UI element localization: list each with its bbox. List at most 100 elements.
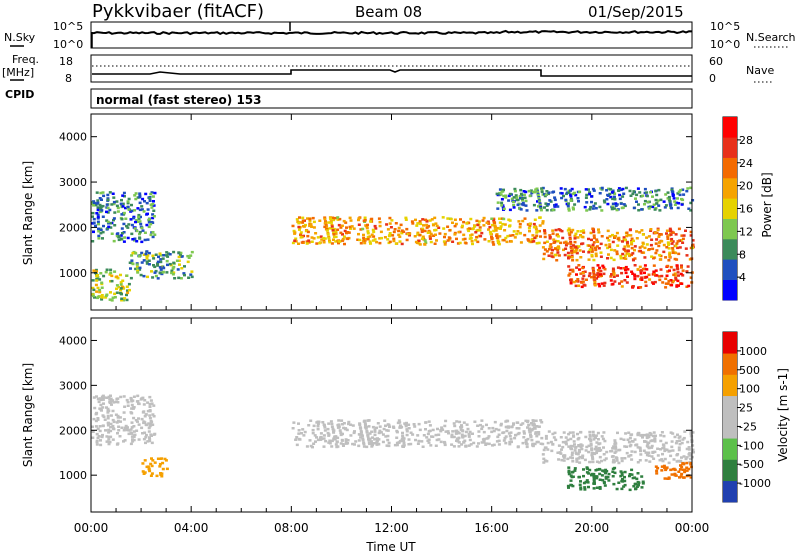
power-echo-4 (615, 252, 619, 256)
power-echo-2 (144, 252, 148, 256)
velocity-echo-2 (594, 434, 598, 437)
power-echo-3 (342, 235, 346, 238)
velocity-echo-1 (480, 419, 484, 422)
velocity-echo-2 (544, 446, 548, 449)
power-echo-3 (322, 241, 326, 244)
velocity-echo-3 (595, 486, 599, 489)
velocity-echo-1 (466, 427, 470, 431)
power-echo-5 (596, 275, 600, 278)
velocity-echo-2 (636, 446, 640, 449)
velocity-echo-1 (370, 430, 374, 433)
power-echo-6 (615, 203, 619, 206)
velocity-echo-2 (646, 433, 649, 436)
power-echo-2 (147, 251, 151, 255)
velocity-echo-2 (578, 450, 581, 454)
power-echo-3 (314, 232, 318, 235)
power-echo-4 (566, 251, 570, 255)
power-echo-6 (624, 186, 628, 190)
power-echo-5 (676, 279, 680, 283)
power-echo-3 (481, 219, 485, 222)
velocity-echo-1 (315, 421, 319, 424)
power-echo-4 (594, 246, 597, 249)
power-echo-0 (116, 210, 120, 213)
power-echo-4 (571, 248, 575, 251)
power-echo-4 (655, 238, 659, 241)
power-echo-5 (576, 280, 580, 283)
velocity-echo-0 (148, 402, 152, 406)
power-echo-6 (598, 192, 602, 195)
velocity-echo-2 (629, 454, 633, 457)
power-echo-0 (149, 222, 153, 226)
power-echo-3 (515, 232, 519, 236)
velocity-echo-1 (505, 426, 509, 429)
power-echo-3 (297, 242, 300, 245)
power-echo-3 (458, 241, 462, 245)
velocity-echo-1 (517, 427, 521, 430)
power-echo-4 (668, 253, 672, 256)
velocity-echo-2 (630, 458, 634, 461)
velocity-echo-0 (107, 428, 111, 432)
power-echo-0 (146, 238, 150, 241)
velocity-echo-0 (148, 395, 152, 399)
power-echo-6 (500, 204, 504, 207)
x-tick-5: 20:00 (575, 521, 610, 535)
power-echo-0 (92, 230, 95, 234)
power-echo-6 (571, 206, 575, 209)
power-echo-3 (388, 240, 392, 244)
power-echo-3 (505, 240, 509, 244)
power-echo-5 (672, 268, 676, 272)
velocity-echo-1 (460, 424, 463, 427)
velocity-echo-2 (569, 447, 573, 450)
power-echo-3 (538, 224, 542, 227)
power-echo-6 (685, 189, 689, 193)
power-echo-3 (302, 225, 306, 228)
power-echo-3 (451, 221, 454, 224)
velocity-echo-2 (602, 453, 606, 456)
velocity-echo-2 (587, 450, 591, 454)
velocity-echo-1 (497, 428, 501, 432)
velocity-echo-2 (588, 430, 592, 434)
power-echo-4 (607, 253, 610, 256)
power-echo-3 (327, 221, 331, 224)
power-echo-1 (113, 270, 117, 273)
power-echoes (91, 186, 695, 302)
power-echo-4 (542, 257, 546, 261)
power-echo-6 (622, 203, 626, 206)
power-echo-3 (497, 242, 501, 246)
power-echo-0 (112, 200, 116, 204)
power-echo-2 (186, 254, 190, 258)
power-echo-6 (500, 198, 504, 201)
power-echo-3 (329, 220, 333, 223)
power-echo-5 (680, 264, 683, 267)
power-echo-3 (475, 236, 479, 239)
power-echo-4 (550, 252, 554, 255)
power-echo-3 (315, 242, 319, 245)
velocity-echo-5 (158, 465, 162, 468)
power-echo-2 (154, 253, 158, 256)
velocity-echo-1 (364, 426, 368, 429)
velocity-echo-0 (122, 440, 125, 443)
power-echo-1 (116, 276, 120, 280)
power-echo-0 (125, 224, 128, 228)
power-echo-1 (100, 294, 104, 297)
power-echo-6 (519, 188, 523, 192)
velocity-echo-3 (598, 486, 602, 489)
power-echo-3 (453, 231, 457, 235)
velocity-echo-0 (95, 443, 99, 446)
power-echo-4 (660, 240, 664, 243)
power-echo-4 (674, 244, 678, 248)
power-cbar-swatch-1 (723, 259, 737, 280)
power-echo-3 (498, 217, 501, 220)
cpid-mode: normal (fast stereo) 153 (96, 93, 262, 107)
power-echo-6 (545, 190, 549, 193)
power-echo-6 (676, 192, 680, 195)
power-echo-6 (520, 197, 524, 200)
velocity-echo-1 (436, 427, 439, 431)
power-echo-0 (130, 203, 133, 207)
power-echo-5 (636, 274, 640, 278)
power-echo-0 (115, 234, 119, 238)
velocity-echo-1 (482, 441, 486, 444)
power-echo-4 (664, 256, 668, 259)
noise-panel: N.Sky 10^5 10^0 10^5 10^0 N.Search (4, 20, 796, 51)
velocity-echo-4 (683, 470, 687, 474)
